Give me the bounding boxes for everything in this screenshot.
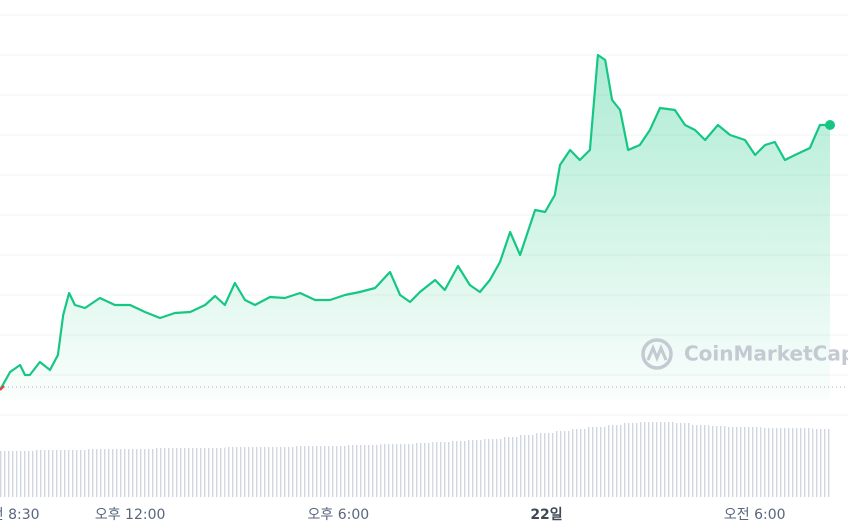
volume-bar bbox=[587, 427, 606, 497]
volume-bar bbox=[0, 451, 18, 497]
volume-bar bbox=[605, 425, 623, 497]
volume-bar bbox=[726, 427, 744, 497]
volume-bar bbox=[795, 428, 813, 497]
volume-bar bbox=[69, 450, 87, 497]
x-tick-label: 오후 12:00 bbox=[95, 507, 166, 523]
volume-bar bbox=[674, 423, 692, 497]
price-line bbox=[0, 53, 830, 391]
volume-bar bbox=[778, 428, 796, 497]
volume-bar bbox=[172, 448, 191, 497]
area bbox=[0, 55, 830, 400]
volume-bar bbox=[518, 435, 537, 497]
x-tick-label: 22일 bbox=[530, 507, 562, 523]
volume-bar bbox=[138, 449, 156, 497]
volume-bar bbox=[103, 449, 122, 497]
volume-bar bbox=[207, 448, 225, 497]
volume-bar bbox=[639, 422, 658, 497]
volume-bar bbox=[708, 426, 727, 497]
volume-bar bbox=[345, 445, 364, 497]
volume-bar bbox=[622, 423, 640, 497]
volume-bar bbox=[328, 446, 346, 497]
volume-bar bbox=[51, 450, 70, 497]
volume-bar bbox=[155, 448, 173, 497]
volume-bar bbox=[812, 429, 830, 497]
watermark-text: CoinMarketCap bbox=[684, 342, 848, 366]
volume-bar bbox=[363, 445, 381, 497]
volume-bar bbox=[86, 449, 104, 497]
volume-bar bbox=[415, 443, 433, 497]
volume-bar bbox=[311, 446, 329, 497]
volume-bar bbox=[293, 446, 312, 497]
volume-bar bbox=[553, 431, 571, 497]
below-open bbox=[0, 385, 5, 391]
volume-bar bbox=[449, 441, 467, 497]
watermark: CoinMarketCap bbox=[641, 338, 848, 370]
volume-bar bbox=[570, 429, 588, 497]
volume-bar bbox=[657, 422, 675, 497]
volume-bar bbox=[397, 444, 415, 497]
last-point bbox=[825, 120, 835, 130]
volume-bar bbox=[242, 447, 260, 497]
volume-bar bbox=[466, 440, 485, 497]
volume-bar bbox=[501, 437, 519, 497]
volume-bar bbox=[760, 428, 779, 497]
volume-bar bbox=[536, 433, 554, 497]
volume-bar bbox=[34, 450, 52, 497]
volume-bar bbox=[276, 447, 294, 497]
volume-bar bbox=[743, 427, 761, 497]
volume-bar bbox=[432, 442, 450, 497]
volume-bar bbox=[380, 444, 398, 497]
volume-bar bbox=[17, 451, 35, 497]
x-tick-label: 오전 6:00 bbox=[724, 507, 786, 523]
volume-bar bbox=[484, 439, 502, 497]
x-tick-label: 오후 6:00 bbox=[307, 507, 369, 523]
volume-bar bbox=[259, 447, 277, 497]
volume-bar bbox=[691, 425, 709, 497]
volume-bar bbox=[190, 448, 208, 497]
volume-bar bbox=[224, 447, 243, 497]
volume-bar bbox=[121, 449, 139, 497]
x-tick-label: 오전 8:30 bbox=[0, 507, 40, 523]
